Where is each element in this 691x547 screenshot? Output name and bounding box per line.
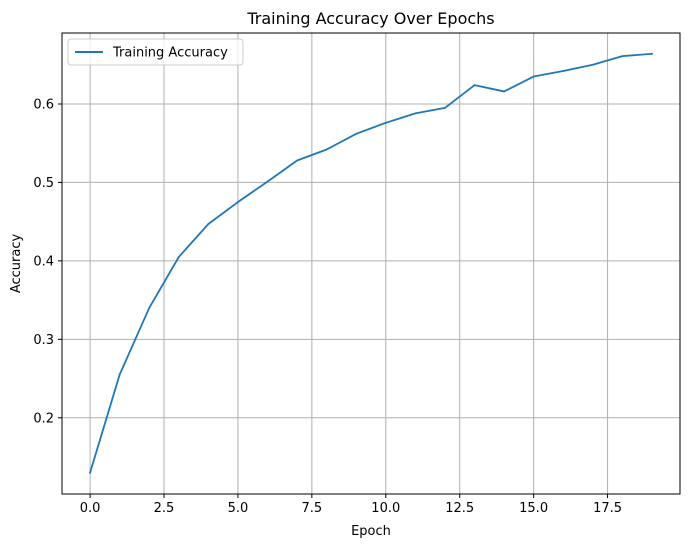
data-point [532,75,535,78]
grid [62,33,680,494]
y-tick-label: 0.4 [33,254,54,269]
y-tick-label: 0.6 [33,97,54,112]
data-point [414,112,417,115]
data-point [296,159,298,162]
plot-frame [61,32,681,495]
y-tick-label: 0.3 [33,333,54,348]
data-point [444,107,446,109]
x-tick-label: 0.0 [80,501,101,516]
x-tick-label: 2.5 [154,501,175,516]
chart-title: Training Accuracy Over Epochs [246,9,494,28]
data-point [118,373,121,376]
data-point [89,471,91,474]
series-layer [88,52,653,474]
data-point [384,121,387,124]
legend: Training Accuracy [67,38,244,66]
x-axis-label: Epoch [351,524,391,539]
plot-area [62,33,680,494]
data-point [503,90,505,93]
data-point [325,148,328,151]
data-point [591,63,594,66]
x-tick-label: 15.0 [519,501,548,516]
data-point [207,223,210,225]
data-point [473,84,476,87]
data-point [621,55,624,58]
data-point [562,70,565,72]
data-point [177,256,180,258]
y-axis-label: Accuracy [9,234,24,294]
legend-box [67,38,244,66]
x-tick-label: 17.5 [593,501,622,516]
data-point [651,52,653,55]
legend-label-training-accuracy: Training Accuracy [112,46,228,61]
ticks: 0.0 2.5 5.0 7.5 10.0 12.5 15.0 17.5 0.2 0.3 0.4 0.5… [33,97,622,516]
x-tick-label: 5.0 [228,501,249,516]
series-line-training-accuracy [88,52,653,474]
data-point [266,180,269,183]
data-point [237,201,239,203]
x-tick-label: 10.0 [371,501,400,516]
y-tick-label: 0.2 [33,411,54,426]
data-point [148,307,151,309]
data-point [355,132,358,135]
x-tick-label: 7.5 [302,501,323,516]
y-tick-label: 0.5 [33,176,54,191]
x-tick-label: 12.5 [445,501,474,516]
